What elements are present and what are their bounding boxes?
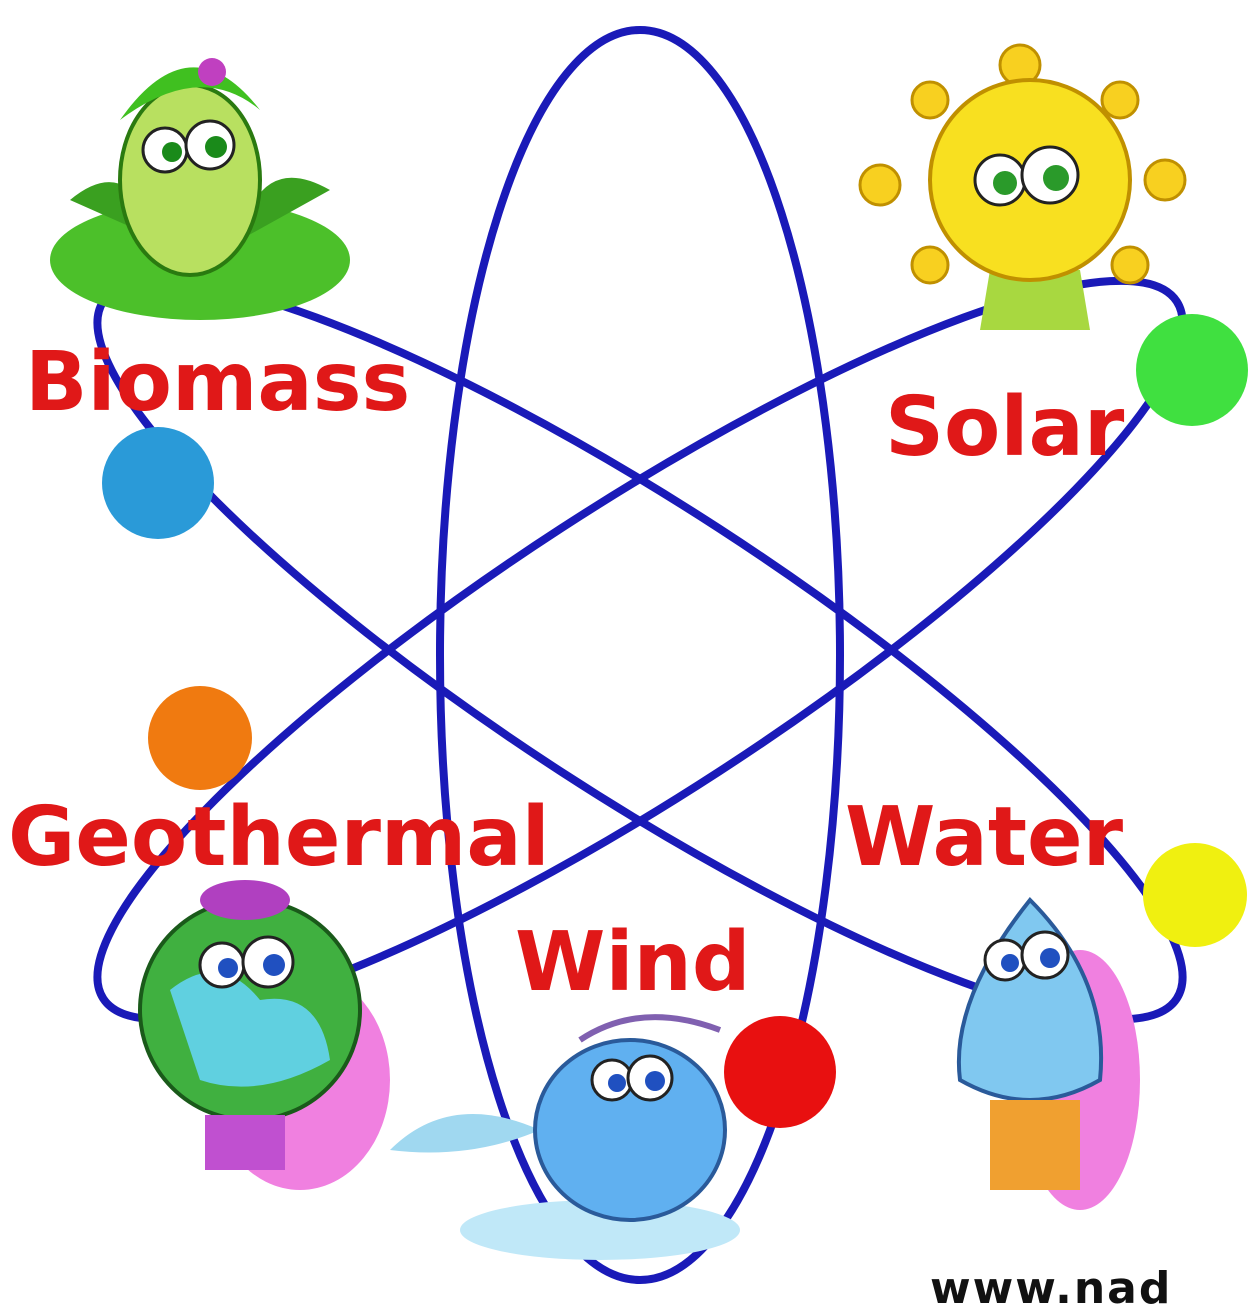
label: Wind: [515, 915, 751, 1010]
dot: [1143, 843, 1247, 947]
watermark: www.nad: [930, 1263, 1172, 1311]
label: Solar: [885, 380, 1125, 475]
dot: [148, 686, 252, 790]
label: Geothermal: [8, 790, 550, 885]
dot: [724, 1016, 836, 1128]
label: Biomass: [25, 335, 410, 430]
dot: [1136, 314, 1248, 426]
dot: [102, 427, 214, 539]
label: Water: [845, 790, 1124, 885]
diagram: Biomass Solar Geothermal Water Wind www.…: [0, 0, 1250, 1311]
